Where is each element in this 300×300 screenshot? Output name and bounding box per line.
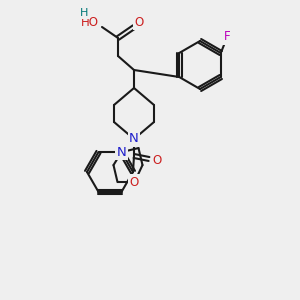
Text: N: N (117, 146, 126, 159)
Text: O: O (130, 176, 139, 189)
Text: F: F (224, 31, 230, 44)
Text: H: H (80, 8, 88, 18)
Text: O: O (134, 16, 144, 28)
Text: O: O (152, 154, 162, 166)
Text: HO: HO (81, 16, 99, 28)
Text: N: N (129, 133, 139, 146)
